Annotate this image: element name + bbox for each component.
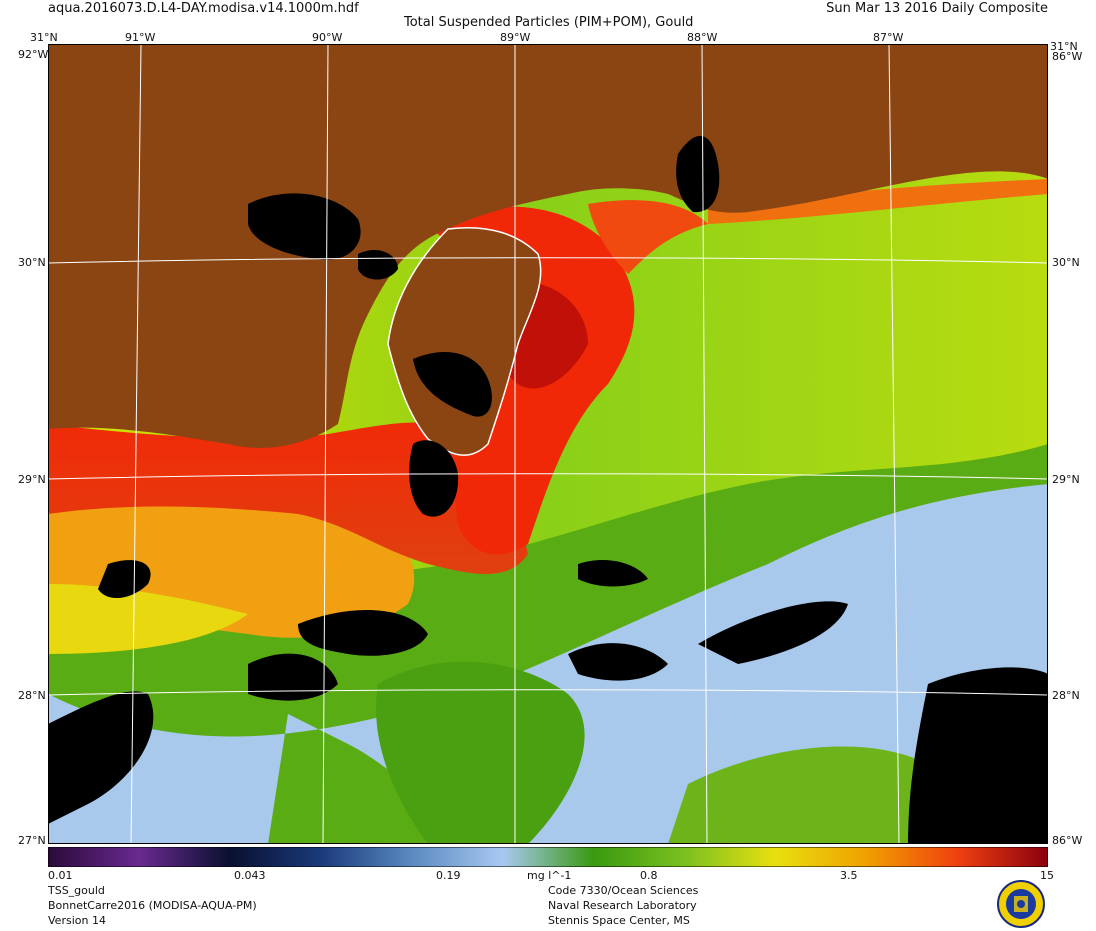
cloud-patch-4: [698, 601, 848, 664]
colorbar-tick-5: 15: [1040, 869, 1054, 882]
plume-mississippi-sound: [588, 200, 708, 274]
lat-label-right-30: 30°N: [1052, 256, 1080, 269]
map-frame: [48, 44, 1048, 844]
mobile-bay: [676, 135, 720, 213]
corner-lon-bottom-right: 86°W: [1052, 834, 1083, 847]
land-mass: [48, 44, 1048, 448]
barataria-bay: [413, 351, 492, 417]
colorbar-tick-2: 0.19: [436, 869, 461, 882]
graticule: [48, 44, 1048, 844]
map-title: Total Suspended Particles (PIM+POM), Gou…: [404, 15, 694, 30]
corner-lon-top-left: 92°W: [18, 48, 49, 61]
colorbar-tick-1: 0.043: [234, 869, 266, 882]
coastal-plume-east: [708, 179, 1048, 224]
nrl-seal-logo: [997, 880, 1045, 928]
colorbar-unit: mg l^-1: [527, 869, 572, 882]
corner-lat-bottom-left: 27°N: [18, 834, 46, 847]
corner-lat-top-right: 31°N: [1050, 40, 1078, 53]
date-label: Sun Mar 13 2016 Daily Composite: [826, 1, 1048, 16]
cloud-patch-2: [248, 653, 338, 701]
lon-label-top-90: 90°W: [312, 31, 343, 44]
footer-version: Version 14: [48, 914, 106, 927]
delta-nodata: [409, 440, 459, 517]
lat-label-right-29: 29°N: [1052, 473, 1080, 486]
lake-pontchartrain: [248, 193, 361, 260]
cloud-patch-southwest: [48, 691, 154, 824]
lon-label-top-87: 87°W: [873, 31, 904, 44]
lake-borgne: [358, 249, 398, 280]
lat-label-left-30: 30°N: [18, 256, 46, 269]
footer-dataset: BonnetCarre2016 (MODISA-AQUA-PM): [48, 899, 257, 912]
colorbar-tick-0: 0.01: [48, 869, 73, 882]
cloud-patch-3: [568, 643, 668, 681]
footer-location: Stennis Space Center, MS: [548, 914, 690, 927]
colorbar-tick-3: 0.8: [640, 869, 658, 882]
tss-map: [48, 44, 1048, 844]
green-patch-southeast: [668, 746, 928, 844]
filename-label: aqua.2016073.D.L4-DAY.modisa.v14.1000m.h…: [48, 1, 359, 16]
green-patch-south: [376, 661, 585, 844]
lat-label-left-29: 29°N: [18, 473, 46, 486]
cloud-patch-1: [298, 610, 428, 656]
footer-product: TSS_gould: [48, 884, 105, 897]
colorbar-bar: [48, 847, 1048, 867]
lat-label-right-28: 28°N: [1052, 689, 1080, 702]
colorbar: [48, 847, 1048, 867]
river-plume-west: [48, 422, 528, 574]
footer-org: Naval Research Laboratory: [548, 899, 697, 912]
lon-label-top-88: 88°W: [687, 31, 718, 44]
lon-label-top-89: 89°W: [500, 31, 531, 44]
cloud-patch-east: [908, 667, 1048, 844]
yellow-shelf-west: [48, 584, 248, 654]
cloud-patch-5: [578, 559, 648, 587]
corner-lon-top-right: 86°W: [1052, 50, 1083, 63]
corner-lat-top-left: 31°N: [30, 31, 58, 44]
colorbar-tick-4: 3.5: [840, 869, 858, 882]
lon-label-top-91: 91°W: [125, 31, 156, 44]
land-delta: [387, 226, 542, 456]
cloud-patch-west: [98, 560, 151, 599]
lat-label-left-28: 28°N: [18, 689, 46, 702]
footer-code: Code 7330/Ocean Sciences: [548, 884, 699, 897]
